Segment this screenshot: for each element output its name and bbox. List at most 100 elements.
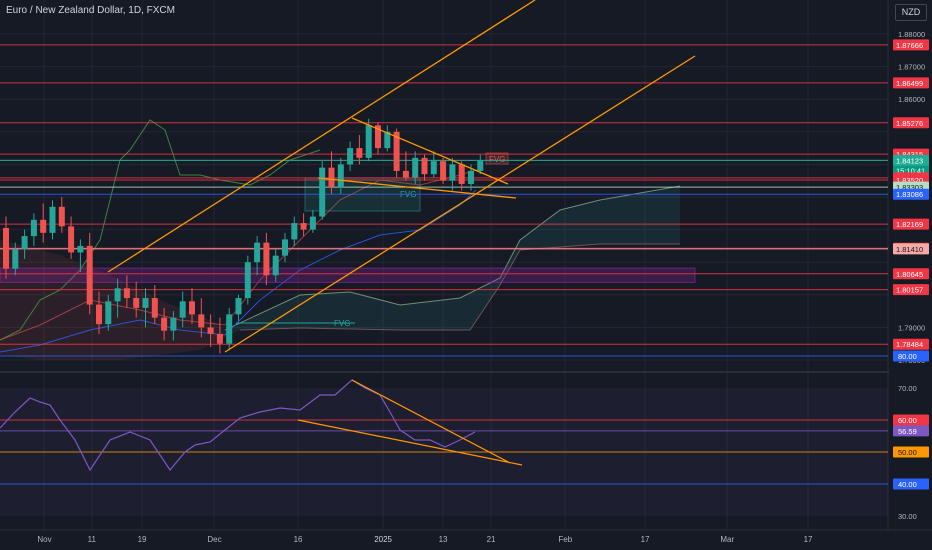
candle-body xyxy=(198,314,205,328)
price-tag xyxy=(893,218,929,230)
kijun-sen xyxy=(0,189,477,353)
x-tick-label: 2025 xyxy=(374,535,392,544)
price-tag-label: 1.85276 xyxy=(896,119,923,128)
candle-body xyxy=(440,161,447,181)
candle-body xyxy=(105,301,112,325)
price-tag xyxy=(893,77,929,89)
x-tick-label: Nov xyxy=(37,535,51,544)
candle-body xyxy=(40,219,47,233)
price-tag xyxy=(893,117,929,129)
price-tag xyxy=(893,243,929,255)
candle-body xyxy=(356,148,363,158)
candle-body xyxy=(272,255,279,276)
candle-body xyxy=(21,236,28,250)
price-tag-label: 1.80157 xyxy=(896,286,923,295)
candle-body xyxy=(151,298,158,318)
candle-body xyxy=(477,160,484,171)
price-tag-label: 1.83086 xyxy=(896,190,923,199)
price-tag xyxy=(893,338,929,350)
rsi-tag xyxy=(893,446,929,458)
x-tick-label: 17 xyxy=(804,535,813,544)
candle-body xyxy=(421,157,428,175)
y-tick-label: 1.79000 xyxy=(898,323,925,332)
candle-body xyxy=(68,226,75,253)
candle-body xyxy=(328,167,335,188)
candle-body xyxy=(207,327,214,334)
candle-body xyxy=(86,245,93,305)
candle-body xyxy=(402,170,409,178)
symbol-title: Euro / New Zealand Dollar, 1D, FXCM xyxy=(6,5,175,16)
candle-body xyxy=(319,167,326,217)
candle-body xyxy=(384,131,391,149)
rsi-tag-label: 40.00 xyxy=(898,480,917,489)
currency-button[interactable]: NZD xyxy=(895,4,927,21)
price-tag xyxy=(893,154,929,166)
countdown-label: 15:10:41 xyxy=(896,166,925,175)
candle-body xyxy=(347,148,354,165)
rsi-line xyxy=(0,379,476,472)
fvg-label: FVG xyxy=(334,319,350,328)
trend-channel-upper xyxy=(107,0,536,273)
candle-body xyxy=(291,223,298,240)
rsi-tag-label: 50.00 xyxy=(898,448,917,457)
y-tick-label: 70.00 xyxy=(898,384,917,393)
candle-body xyxy=(235,298,242,315)
candle-body xyxy=(244,262,251,299)
y-tick-label: 1.86000 xyxy=(898,95,925,104)
candle-body xyxy=(309,216,316,230)
rsi-tag-label: 80.00 xyxy=(898,352,917,361)
candle-body xyxy=(282,239,288,256)
price-tag-label: 1.86499 xyxy=(896,79,923,88)
senkou-span-b xyxy=(239,243,680,331)
x-tick-label: Mar xyxy=(720,535,734,544)
trend-channel-lower xyxy=(224,55,696,353)
x-tick-label: 21 xyxy=(487,535,496,544)
candle-body xyxy=(114,288,121,302)
candle-body xyxy=(123,288,130,299)
price-tag-label: 1.87666 xyxy=(896,41,923,50)
rsi-tag xyxy=(893,425,929,437)
price-tag xyxy=(893,284,929,296)
candle-body xyxy=(449,164,456,181)
candle-body xyxy=(77,245,84,253)
rsi-tag-label: 60.00 xyxy=(898,416,917,425)
price-tag xyxy=(893,39,929,51)
x-tick-label: Feb xyxy=(558,535,572,544)
y-tick-label: 1.87000 xyxy=(898,63,925,72)
candle-body xyxy=(365,125,372,158)
chikou-span xyxy=(0,119,321,341)
candle-body xyxy=(254,242,261,263)
candle-body xyxy=(300,223,307,230)
candle-body xyxy=(3,227,9,269)
candle-body xyxy=(142,298,149,308)
fvg-box-bearish xyxy=(485,152,509,165)
rsi-tag-label: 56.59 xyxy=(898,427,917,436)
price-tag-label: 1.83520 xyxy=(896,176,923,185)
x-tick-label: 16 xyxy=(294,535,303,544)
rsi-tag xyxy=(893,350,929,362)
price-tag xyxy=(893,188,929,200)
wedge-upper xyxy=(351,117,509,185)
price-tag-label: 1.78484 xyxy=(896,340,923,349)
price-tag-label: 1.81410 xyxy=(896,245,923,254)
candle-body xyxy=(30,219,37,237)
candle-body xyxy=(58,206,65,227)
price-tag-label: 1.80645 xyxy=(896,270,923,279)
x-tick-label: 17 xyxy=(641,535,650,544)
rsi-trendline-upper xyxy=(351,379,511,464)
kumo-cloud-green xyxy=(225,186,680,330)
candle-body xyxy=(393,131,400,171)
candle-body xyxy=(170,317,177,331)
price-tag-label: 1.84315 xyxy=(896,150,923,159)
candle-body xyxy=(458,164,465,184)
candle-body xyxy=(49,206,56,233)
x-tick-label: 13 xyxy=(439,535,448,544)
time-axis xyxy=(0,530,932,550)
wedge-lower xyxy=(317,177,517,199)
y-tick-label: 1.88000 xyxy=(898,30,925,39)
y-tick-label: 30.00 xyxy=(898,512,917,521)
candle-body xyxy=(12,249,19,269)
candle-body xyxy=(375,125,381,149)
fvg-label: FVG xyxy=(489,155,505,164)
